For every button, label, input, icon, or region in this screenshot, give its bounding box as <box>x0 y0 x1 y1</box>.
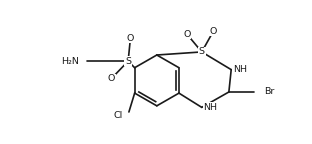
Text: O: O <box>107 74 115 83</box>
Text: NH: NH <box>203 103 217 112</box>
Text: S: S <box>199 47 205 56</box>
Text: Cl: Cl <box>114 111 123 120</box>
Text: O: O <box>127 34 134 43</box>
Text: H₂N: H₂N <box>61 57 79 66</box>
Text: Br: Br <box>264 87 274 96</box>
Text: O: O <box>210 27 217 36</box>
Text: NH: NH <box>233 65 247 74</box>
Text: S: S <box>125 57 131 66</box>
Text: O: O <box>183 30 191 39</box>
